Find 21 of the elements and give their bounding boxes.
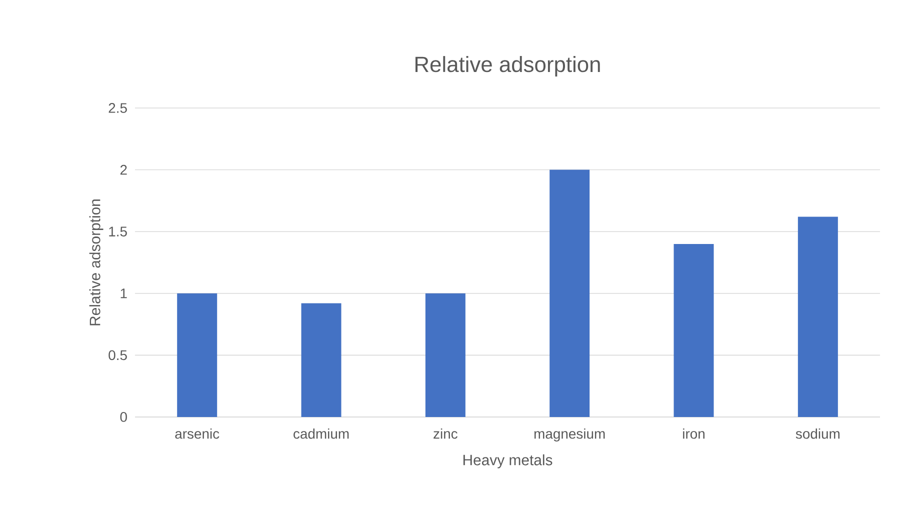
y-tick-label: 0 bbox=[120, 412, 127, 422]
x-tick-label: sodium bbox=[796, 428, 840, 439]
y-tick-label: 2 bbox=[120, 164, 127, 175]
bar bbox=[301, 303, 342, 417]
x-tick-label: cadmium bbox=[294, 428, 349, 439]
y-tick-label: 0.5 bbox=[108, 350, 127, 360]
bar bbox=[550, 170, 590, 417]
y-tick-label: 1.5 bbox=[109, 226, 127, 236]
x-tick-label: iron bbox=[683, 428, 704, 439]
bar bbox=[798, 216, 838, 417]
bar bbox=[177, 293, 218, 417]
y-tick-label: 2.5 bbox=[108, 103, 127, 113]
chart-title: Relative adsorption bbox=[415, 56, 600, 76]
y-tick-label: 1 bbox=[120, 288, 127, 298]
x-tick-label: arsenic bbox=[175, 428, 220, 439]
x-tick-label: magnesium bbox=[534, 428, 605, 442]
bar bbox=[425, 293, 466, 417]
bar bbox=[674, 244, 714, 417]
x-axis-title: Heavy metals bbox=[463, 454, 552, 468]
x-tick-label: zinc bbox=[434, 428, 458, 439]
y-axis-title: Relative adsorption bbox=[89, 200, 104, 326]
